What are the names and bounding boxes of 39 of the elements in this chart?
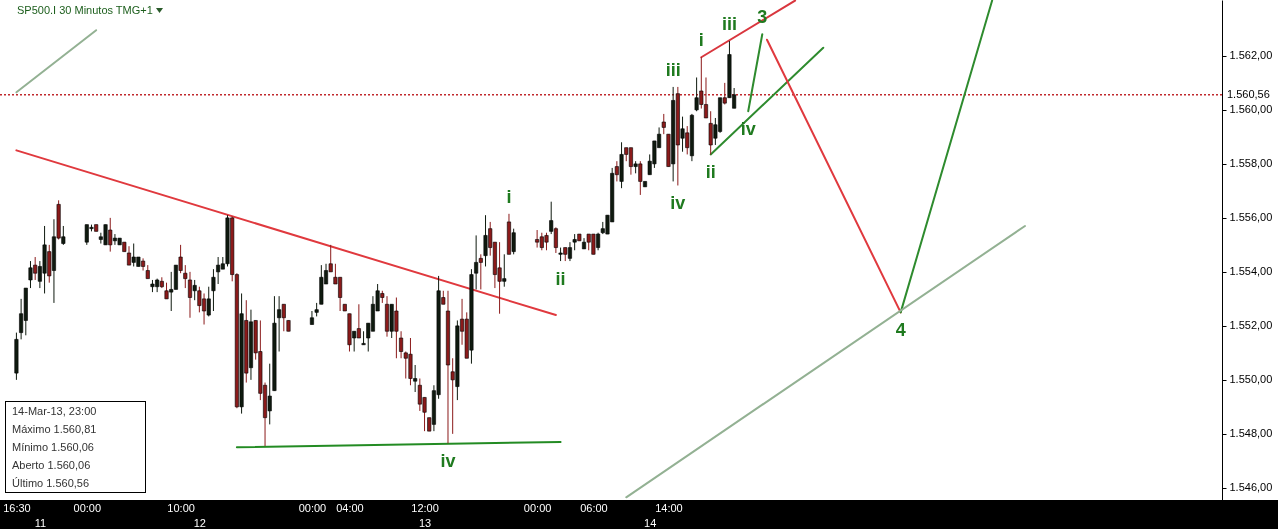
annotation: iii (721, 14, 737, 35)
x2-tick-label: 12 (193, 516, 206, 529)
x2-tick-label: 11 (34, 516, 47, 529)
annotation: Último 1.560,56 (11, 476, 91, 491)
x-tick-label: 16:30 (3, 501, 31, 514)
annotation: Aberto 1.560,06 (11, 458, 92, 473)
y-tick-label: 1.562,00 (1229, 49, 1273, 62)
y-tick-label: 1.558,00 (1229, 157, 1273, 170)
x-tick-label: 10:00 (167, 501, 195, 514)
annotation: 14-Mar-13, 23:00 (11, 404, 98, 419)
y-tick-label: 1.560,00 (1229, 103, 1273, 116)
x-tick-label: 14:00 (655, 501, 683, 514)
annotation: iii (665, 59, 681, 80)
annotation: Mínimo 1.560,06 (11, 440, 95, 455)
x-tick-label: 00:00 (523, 501, 552, 514)
x-tick-label: 04:00 (336, 501, 364, 514)
y-tick-label: 1.554,00 (1229, 265, 1273, 278)
ref-line-label: 1.560,56 (1227, 87, 1270, 100)
x2-tick-label: 13 (418, 516, 432, 529)
x-tick-label: 06:00 (580, 501, 608, 514)
x-tick-label: 00:00 (298, 501, 327, 514)
y-tick-label: 1.546,00 (1229, 481, 1273, 494)
x-tick-label: 00:00 (73, 501, 102, 514)
x-tick-label: 12:00 (411, 501, 439, 514)
annotation: ii (705, 162, 716, 183)
chart-title: SP500.I 30 Minutos TMG+1 (17, 4, 153, 16)
annotation: iv (670, 193, 686, 214)
y-tick-label: 1.548,00 (1229, 427, 1273, 440)
annotation: ii (555, 269, 566, 290)
annotation: iv (440, 451, 456, 472)
y-tick-label: 1.552,00 (1229, 319, 1273, 332)
x2-tick-label: 14 (644, 516, 657, 529)
annotation: 4 (895, 320, 906, 341)
y-tick-label: 1.556,00 (1229, 211, 1273, 224)
annotation: i (506, 186, 512, 207)
annotation: i (698, 30, 704, 51)
y-tick-label: 1.550,00 (1229, 373, 1273, 386)
annotation: Máximo 1.560,81 (11, 422, 98, 437)
annotation: iv (740, 119, 756, 140)
